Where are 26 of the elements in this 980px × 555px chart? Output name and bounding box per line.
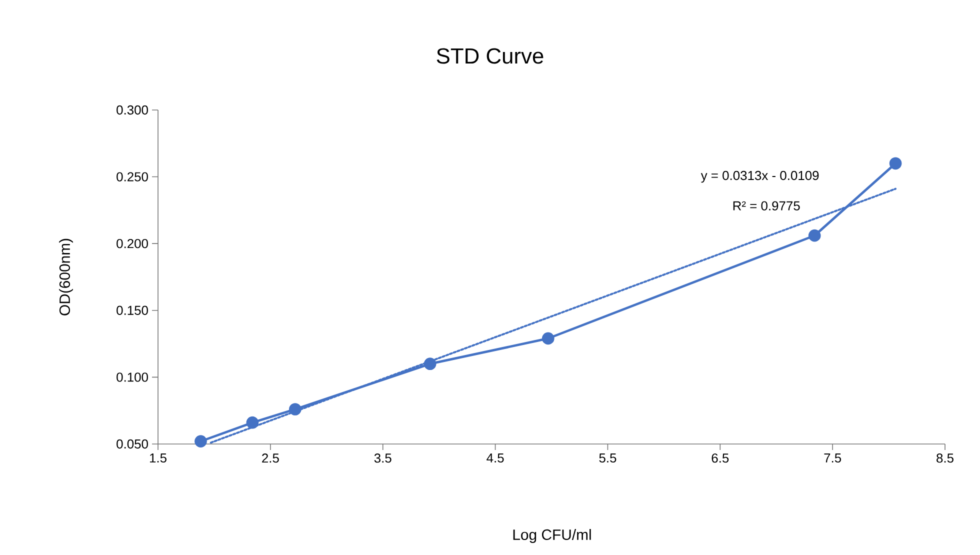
point xyxy=(808,229,821,242)
point xyxy=(889,157,902,170)
point xyxy=(194,435,207,448)
chart-title: STD Curve xyxy=(436,48,544,64)
y-tick-label: 0.300 xyxy=(116,105,148,115)
y-tick-label: 0.200 xyxy=(116,238,148,248)
y-tick-label: 0.250 xyxy=(116,172,148,182)
x-tick-label: 4.5 xyxy=(486,454,504,463)
y-axis-title: OD(600nm) xyxy=(59,238,73,316)
point xyxy=(542,332,554,345)
x-tick-label: 2.5 xyxy=(262,454,279,463)
y-tick-label: 0.100 xyxy=(116,372,148,382)
x-tick-label: 8.5 xyxy=(936,454,954,463)
x-tick-label: 6.5 xyxy=(712,454,729,463)
y-tick-label: 0.050 xyxy=(116,439,148,449)
x-tick-label: 7.5 xyxy=(824,454,842,463)
x-tick-label: 5.5 xyxy=(599,454,616,463)
point xyxy=(424,358,436,370)
point xyxy=(246,416,259,429)
x-tick-label: 3.5 xyxy=(374,454,392,463)
annotation: y = 0.0313x - 0.0109 xyxy=(700,170,819,183)
point xyxy=(288,403,302,416)
annotation: R² = 0.9775 xyxy=(733,201,800,210)
x-tick-label: 1.5 xyxy=(150,454,166,463)
x-axis-title: Log CFU/ml xyxy=(513,529,591,543)
y-tick-label: 0.150 xyxy=(116,306,148,315)
